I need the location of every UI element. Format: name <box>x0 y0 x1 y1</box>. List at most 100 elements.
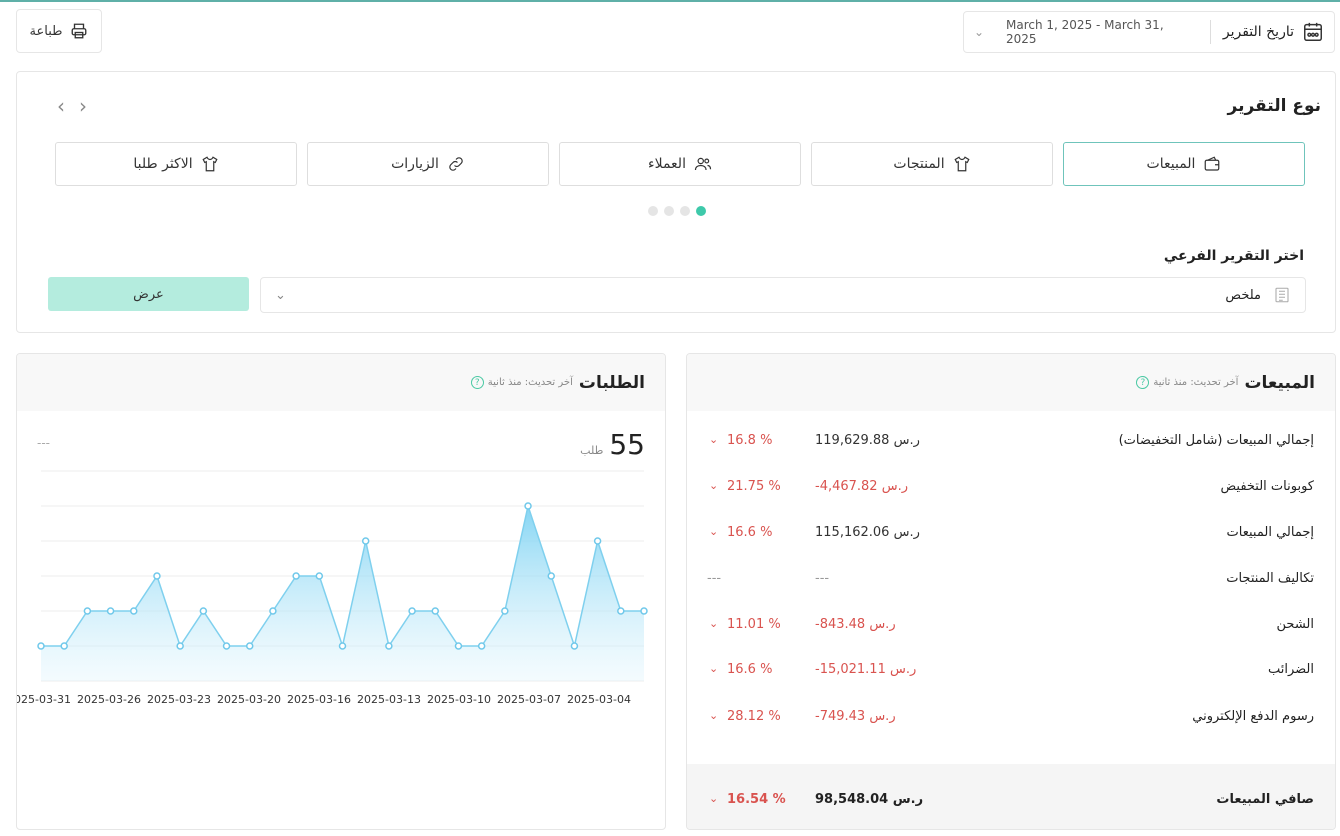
chevron-down-icon: ⌄ <box>709 433 719 446</box>
chevron-down-icon: ⌄ <box>709 479 719 492</box>
data-point[interactable] <box>454 642 463 650</box>
data-point[interactable] <box>269 607 277 615</box>
date-label: تاريخ التقرير <box>1222 24 1294 40</box>
data-point[interactable] <box>617 607 625 615</box>
data-point[interactable] <box>547 572 555 580</box>
sales-row: إجمالي المبيعات 115,162.06 ر.س 16.6 % ⌄ <box>687 511 1335 557</box>
sub-report-value: ملخص <box>1225 287 1261 303</box>
x-tick-label: 2025-03-20 <box>217 693 281 706</box>
data-point[interactable] <box>60 642 68 650</box>
orders-chart: 2025-03-31 2025-03-26 2025-03-23 2025-03-20… <box>17 470 648 706</box>
users-icon <box>694 157 712 171</box>
tshirt-icon <box>954 156 970 172</box>
carousel-dot[interactable] <box>664 206 674 216</box>
row-change: 16.8 % <box>727 433 773 448</box>
help-icon[interactable]: ? <box>1136 376 1150 389</box>
carousel-nav: ‹ › <box>57 94 87 118</box>
row-label: الشحن <box>1276 617 1314 632</box>
data-point[interactable] <box>477 642 486 650</box>
orders-title: الطلبات <box>578 372 645 393</box>
data-point[interactable] <box>245 642 254 650</box>
chevron-down-icon: ⌄ <box>709 525 719 538</box>
x-tick-label: 2025-03-07 <box>497 693 561 706</box>
row-label: الضرائب <box>1267 662 1314 677</box>
tab-sales[interactable]: المبيعات <box>1063 142 1305 186</box>
data-point[interactable] <box>106 607 115 615</box>
data-point[interactable] <box>570 642 579 650</box>
help-icon[interactable]: ? <box>470 376 484 389</box>
row-change: 21.75 % <box>727 479 781 494</box>
divider <box>1209 20 1211 44</box>
x-tick-label: 2025-03-04 <box>567 693 631 706</box>
chevron-left-icon[interactable]: ‹ <box>57 94 65 118</box>
sales-row: رسوم الدفع الإلكتروني -749.43 ر.س 28.12 … <box>687 695 1335 741</box>
chevron-down-icon: ⌄ <box>709 662 719 675</box>
row-amount: -749.43 ر.س <box>815 709 896 724</box>
calendar-icon <box>1304 22 1322 41</box>
data-point[interactable] <box>501 607 509 615</box>
data-point[interactable] <box>83 607 92 615</box>
print-button[interactable]: طباعة <box>16 9 102 53</box>
printer-icon <box>72 23 87 39</box>
data-point[interactable] <box>176 642 184 650</box>
orders-compare: --- <box>37 436 50 450</box>
tshirt-icon <box>202 156 218 172</box>
show-button[interactable]: عرض <box>48 277 249 311</box>
data-point[interactable] <box>408 607 416 615</box>
x-tick-label: 2025-03-13 <box>357 693 421 706</box>
data-point[interactable] <box>153 572 161 580</box>
orders-count-value: 55 <box>609 428 645 461</box>
data-point[interactable] <box>385 642 393 650</box>
report-type-title: نوع التقرير <box>1227 96 1322 116</box>
tab-products[interactable]: المنتجات <box>811 142 1053 186</box>
data-point[interactable] <box>222 642 231 650</box>
sales-row: تكاليف المنتجات --- --- <box>687 557 1335 603</box>
row-amount: 119,629.88 ر.س <box>815 433 920 448</box>
carousel-dot[interactable] <box>648 206 658 216</box>
chevron-down-icon: ⌄ <box>974 25 985 39</box>
row-amount: 98,548.04 ر.س <box>815 792 924 807</box>
row-change: 11.01 % <box>727 617 781 632</box>
row-label: رسوم الدفع الإلكتروني <box>1192 709 1314 724</box>
data-point[interactable] <box>37 642 45 650</box>
row-amount: --- <box>815 571 830 586</box>
chevron-right-icon[interactable]: › <box>79 94 87 118</box>
row-change: 16.54 % <box>727 792 786 807</box>
last-updated-text: آخر تحديث: منذ ثانية <box>487 377 573 388</box>
tab-label: العملاء <box>648 156 686 172</box>
x-tick-label: 2025-03-26 <box>77 693 141 706</box>
orders-count: طلب 55 <box>580 428 645 461</box>
tab-most-ordered[interactable]: الاكثر طلبا <box>55 142 297 186</box>
data-point[interactable] <box>524 502 532 510</box>
data-point[interactable] <box>315 572 324 580</box>
sales-row: الضرائب -15,021.11 ر.س 16.6 % ⌄ <box>687 648 1335 694</box>
tab-label: الزيارات <box>391 156 439 172</box>
data-point[interactable] <box>593 537 602 545</box>
data-point[interactable] <box>338 642 347 650</box>
carousel-dot[interactable] <box>680 206 690 216</box>
last-updated-text: آخر تحديث: منذ ثانية <box>1153 377 1239 388</box>
sales-row: إجمالي المبيعات (شامل التخفيضات) 119,629… <box>687 419 1335 465</box>
row-label: صافي المبيعات <box>1216 792 1314 807</box>
data-point[interactable] <box>292 572 300 580</box>
tab-customers[interactable]: العملاء <box>559 142 801 186</box>
row-change: 28.12 % <box>727 709 781 724</box>
carousel-dot-active[interactable] <box>696 206 706 216</box>
sub-report-select[interactable]: ⌄ ملخص <box>260 277 1306 313</box>
last-updated: ? آخر تحديث: منذ ثانية <box>1136 376 1238 389</box>
report-date-picker[interactable]: ⌄ March 1, 2025 - March 31, 2025 تاريخ ا… <box>963 11 1335 53</box>
date-range-value: March 1, 2025 - March 31, 2025 <box>1006 18 1164 46</box>
tab-visits[interactable]: الزيارات <box>307 142 549 186</box>
sub-report-label: اختر التقرير الفرعي <box>1163 248 1304 264</box>
data-point[interactable] <box>640 607 648 615</box>
orders-card: الطلبات ? آخر تحديث: منذ ثانية طلب 55 --… <box>16 353 666 830</box>
chevron-down-icon: ⌄ <box>275 287 286 303</box>
data-point[interactable] <box>431 607 440 615</box>
tab-label: المبيعات <box>1146 156 1196 172</box>
data-point[interactable] <box>361 537 370 545</box>
data-point[interactable] <box>130 607 138 615</box>
tab-label: المنتجات <box>893 156 945 172</box>
data-point[interactable] <box>199 607 208 615</box>
row-label: إجمالي المبيعات (شامل التخفيضات) <box>1118 433 1314 448</box>
chevron-down-icon: ⌄ <box>709 792 719 805</box>
